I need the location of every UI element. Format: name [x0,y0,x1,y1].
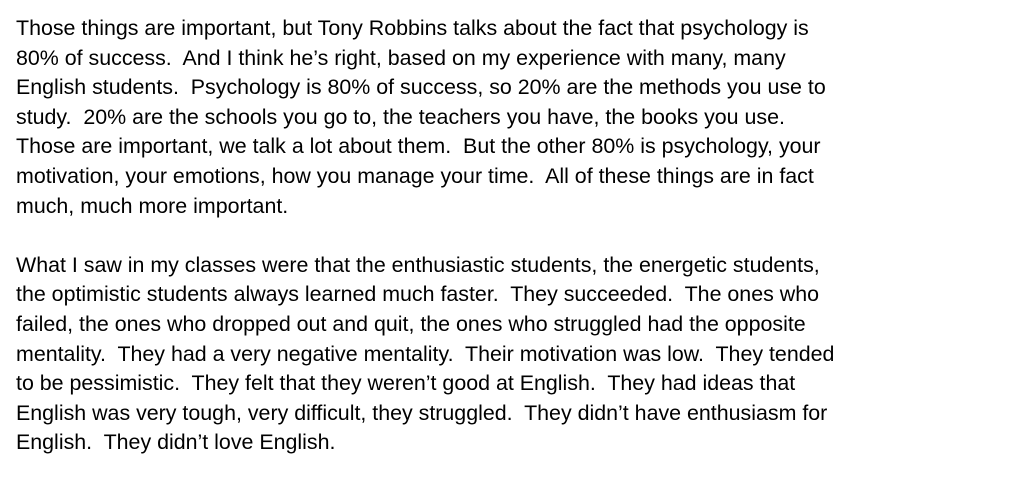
paragraph-line: Those are important, we talk a lot about… [16,134,821,159]
paragraph-line: English students. Psychology is 80% of s… [16,75,826,100]
paragraph-line: mentality. They had a very negative ment… [16,341,835,366]
paragraph-2: What I saw in my classes were that the e… [16,251,1001,458]
paragraph-line: English. They didn’t love English. [16,430,336,455]
paragraph-line: to be pessimistic. They felt that they w… [16,371,796,396]
paragraph-line: much, much more important. [16,193,289,218]
paragraph-line: study. 20% are the schools you go to, th… [16,104,785,129]
paragraph-line: English was very tough, very difficult, … [16,400,828,425]
paragraph-line: What I saw in my classes were that the e… [16,252,820,277]
document-body: Those things are important, but Tony Rob… [16,14,1001,458]
paragraph-line: 80% of success. And I think he’s right, … [16,45,786,70]
paragraph-line: Those things are important, but Tony Rob… [16,16,809,40]
paragraph-line: the optimistic students always learned m… [16,282,819,307]
paragraph-1: Those things are important, but Tony Rob… [16,14,1001,221]
paragraph-spacer [16,221,1001,251]
paragraph-line: motivation, your emotions, how you manag… [16,163,814,188]
paragraph-line: failed, the ones who dropped out and qui… [16,311,806,336]
